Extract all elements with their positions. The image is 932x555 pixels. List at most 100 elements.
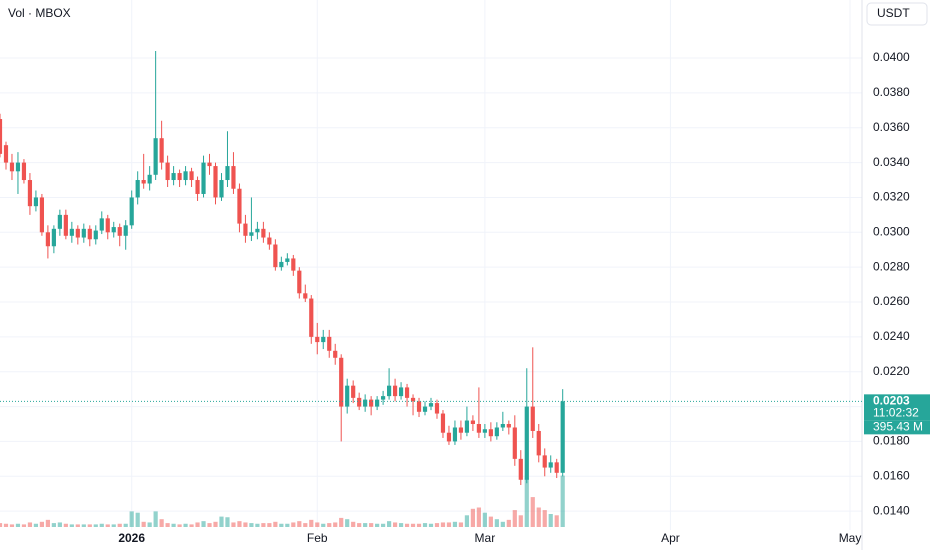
- volume-bar: [333, 522, 338, 527]
- volume-bar: [369, 523, 374, 527]
- candle-body: [207, 162, 212, 167]
- candle-body: [345, 385, 350, 407]
- candle-body: [225, 166, 230, 181]
- volume-bar: [273, 521, 278, 527]
- candle-body: [339, 357, 344, 407]
- volume-bar: [351, 521, 356, 527]
- volume-bar: [536, 507, 541, 527]
- candle-body: [219, 180, 224, 198]
- volume-bar: [207, 523, 212, 527]
- candle-body: [398, 387, 404, 397]
- volume-bar: [153, 511, 158, 527]
- volume-bar: [512, 510, 517, 527]
- candle-body: [153, 138, 158, 175]
- candle-body: [333, 350, 338, 358]
- candle-body: [189, 171, 194, 181]
- candle-body: [63, 214, 68, 236]
- candle-body: [81, 228, 86, 238]
- candle-body: [39, 197, 44, 233]
- volume-bar: [464, 515, 470, 527]
- candle-body: [171, 173, 176, 181]
- volume-bar: [297, 521, 302, 527]
- candle-body: [315, 336, 320, 343]
- volume-bar: [530, 497, 535, 527]
- volume-bar: [458, 522, 464, 527]
- volume-bar: [345, 519, 350, 527]
- volume-bar: [548, 514, 553, 527]
- y-tick-label: 0.0380: [873, 85, 910, 99]
- candle-body: [135, 180, 140, 198]
- volume-bar: [87, 524, 92, 527]
- candle-body: [69, 228, 74, 236]
- candle-body: [129, 197, 134, 226]
- candle-body: [303, 293, 308, 299]
- candle-body: [542, 455, 547, 468]
- candle-body: [488, 429, 493, 437]
- x-tick-label: Feb: [307, 531, 328, 545]
- candle-body: [476, 424, 481, 433]
- volume-bar: [440, 522, 446, 527]
- volume-bar: [15, 523, 21, 527]
- volume-bar: [446, 522, 452, 527]
- candle-body: [536, 430, 541, 456]
- y-tick-label: 0.0260: [873, 294, 910, 308]
- volume-bar: [243, 522, 248, 527]
- candle-body: [165, 162, 170, 181]
- last-price-box: [864, 394, 930, 421]
- candle-body: [470, 420, 475, 425]
- volume-bar: [267, 523, 272, 527]
- volume-bar: [249, 523, 254, 527]
- currency-label: USDT: [877, 6, 910, 20]
- currency-button[interactable]: [866, 2, 928, 26]
- volume-bar: [231, 522, 236, 527]
- volume-bar: [422, 523, 428, 527]
- volume-bar: [0, 523, 3, 527]
- chart-title: Vol · MBOX: [8, 6, 71, 20]
- candle-body: [297, 270, 302, 294]
- candle-body: [213, 166, 218, 198]
- volume-bar: [494, 519, 499, 527]
- x-tick-label: 2026: [118, 531, 145, 545]
- x-tick-label: Mar: [475, 531, 496, 545]
- candle-body: [231, 166, 236, 189]
- candle-body: [9, 162, 15, 172]
- candle-body: [327, 336, 332, 351]
- candle-body: [375, 399, 380, 407]
- volume-bar: [33, 523, 39, 527]
- candle-body: [21, 162, 27, 181]
- candle-body: [255, 228, 260, 233]
- volume-bar: [309, 519, 314, 527]
- candle-body: [279, 261, 284, 268]
- volume-bar: [410, 523, 416, 527]
- candle-body: [177, 173, 182, 181]
- x-tick-label: May: [839, 531, 862, 545]
- volume-bar: [470, 508, 475, 527]
- candle-body: [381, 396, 386, 400]
- last-price-label: 0.0203: [873, 394, 910, 408]
- volume-bar: [147, 522, 152, 527]
- volume-bar: [279, 523, 284, 527]
- volume-bar: [189, 524, 194, 527]
- candle-body: [392, 385, 398, 397]
- volume-bar: [201, 521, 206, 527]
- candle-body: [416, 401, 422, 412]
- candle-body: [428, 403, 434, 407]
- candle-body: [141, 180, 146, 184]
- candle-body: [410, 397, 416, 402]
- candle-body: [440, 413, 446, 433]
- candle-body: [87, 228, 92, 240]
- candle-body: [183, 171, 188, 181]
- y-tick-label: 0.0360: [873, 120, 910, 134]
- candle-body: [512, 427, 517, 459]
- volume-bar: [375, 523, 380, 527]
- volume-bar: [392, 522, 398, 527]
- candle-body: [291, 258, 296, 271]
- volume-bar: [339, 517, 344, 527]
- candle-body: [159, 138, 164, 163]
- candle-body: [111, 227, 116, 233]
- volume-bar: [171, 523, 176, 527]
- candle-body: [261, 228, 266, 238]
- candle-body: [482, 429, 487, 433]
- volume-bar: [177, 524, 182, 527]
